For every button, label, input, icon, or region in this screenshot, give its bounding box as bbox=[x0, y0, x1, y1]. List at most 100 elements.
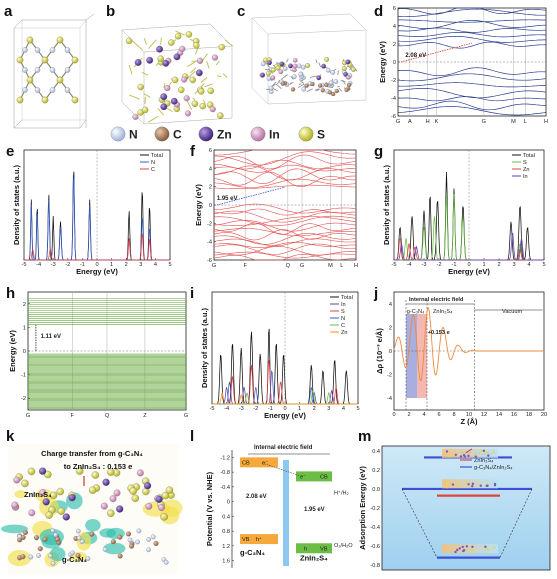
panel-k-charge-transfer: k Charge transfer from g-C₃N₄ to ZnIn₂S₄ … bbox=[0, 428, 183, 574]
atom-in bbox=[109, 495, 117, 503]
atom-s bbox=[191, 100, 199, 108]
znin2s4-layer-label: ZnIn₂S₄ bbox=[24, 490, 52, 499]
o2-level-label: O₂/H₂O bbox=[334, 543, 353, 549]
slab-atom bbox=[492, 451, 496, 454]
bond bbox=[316, 88, 320, 92]
panel-a-structure: a bbox=[4, 3, 95, 129]
bond bbox=[163, 83, 166, 89]
atom-s bbox=[168, 39, 175, 46]
x-tick-label: 2 bbox=[497, 262, 500, 268]
band-line bbox=[397, 106, 547, 116]
atom-in bbox=[183, 95, 190, 102]
k-point-label: G bbox=[482, 119, 486, 125]
atom-s bbox=[49, 491, 58, 500]
atom-c bbox=[310, 81, 315, 87]
right-material-label: ZnIn₂S₄ bbox=[300, 554, 328, 563]
slab-atom bbox=[456, 548, 459, 552]
atom-zn bbox=[146, 56, 154, 64]
znin2s4-crystal-structure bbox=[121, 23, 234, 125]
atom-n bbox=[22, 87, 28, 93]
atom-s bbox=[141, 106, 149, 114]
atom-zn bbox=[38, 467, 47, 475]
charge-depletion-lobe bbox=[49, 547, 66, 562]
atom-s bbox=[45, 511, 53, 519]
band-line bbox=[397, 96, 546, 102]
y-axis-label: Energy (eV) bbox=[8, 330, 17, 372]
x-tick-label: 0 bbox=[467, 262, 470, 268]
x-tick-label: -4 bbox=[224, 406, 229, 412]
charge-annotation: +0.153 e bbox=[428, 330, 450, 336]
panel-label-a: a bbox=[4, 3, 13, 20]
atom-s bbox=[88, 486, 97, 494]
atom-c-site bbox=[41, 96, 49, 104]
atom-s bbox=[218, 43, 225, 51]
atom-s bbox=[161, 491, 170, 500]
x-axis-label: Energy (eV) bbox=[264, 411, 306, 420]
atom-n bbox=[22, 47, 28, 53]
y-tick-label: 2 bbox=[209, 185, 212, 191]
atom-zn bbox=[195, 69, 203, 77]
slab-atom bbox=[484, 545, 487, 548]
legend-label: Total bbox=[523, 153, 535, 159]
atom-c-site bbox=[56, 36, 64, 44]
atom-n bbox=[163, 559, 169, 565]
x-tick-label: 6 bbox=[437, 412, 440, 418]
atom-legend: N C Zn In S bbox=[110, 126, 325, 142]
bond bbox=[190, 67, 197, 74]
y-tick-label: 0.0 bbox=[372, 487, 380, 493]
atom-n bbox=[36, 553, 41, 558]
charge-accumulation-lobe bbox=[14, 490, 27, 499]
y-tick-label: 0 bbox=[393, 60, 396, 66]
bond bbox=[160, 37, 162, 46]
y-tick-label: 6 bbox=[209, 148, 212, 154]
right-gap-label: 1.95 eV bbox=[304, 507, 325, 513]
atom-in bbox=[292, 63, 298, 69]
atom-c bbox=[327, 90, 333, 95]
right-hole: h bbox=[304, 546, 307, 552]
k-point-label: G bbox=[184, 413, 188, 419]
atom-c bbox=[320, 88, 325, 93]
x-tick-label: -1 bbox=[268, 406, 273, 412]
x-tick-label: -3 bbox=[51, 262, 56, 268]
bond bbox=[314, 88, 320, 91]
atom-n bbox=[64, 67, 71, 73]
atom-s bbox=[350, 66, 356, 72]
atom-c-site bbox=[16, 56, 24, 64]
slab-atom bbox=[471, 550, 475, 553]
atom-in bbox=[184, 110, 191, 117]
atom-c bbox=[346, 82, 352, 88]
slab-atom bbox=[474, 455, 477, 458]
bond bbox=[290, 76, 294, 80]
k-point-label: F bbox=[71, 413, 75, 419]
band-line bbox=[398, 19, 547, 23]
slab-atom bbox=[493, 546, 496, 549]
atom-c-site bbox=[41, 56, 49, 64]
bond bbox=[300, 80, 305, 84]
bond bbox=[289, 82, 292, 86]
band-line bbox=[213, 178, 357, 188]
atom-c bbox=[110, 539, 116, 545]
slab-atom bbox=[445, 450, 449, 453]
y-axis-label: Density of states (a.u.) bbox=[12, 164, 21, 245]
panel-c-structure: c bbox=[237, 3, 367, 105]
x-tick-label: 4 bbox=[154, 262, 157, 268]
y-tick-label: 0.8 bbox=[222, 529, 230, 535]
atom-n bbox=[268, 85, 274, 91]
x-tick-label: -2 bbox=[437, 262, 442, 268]
atom-in bbox=[211, 54, 218, 61]
dos-series-total bbox=[24, 171, 170, 261]
atom-n bbox=[34, 67, 41, 73]
left-cb-label: CB bbox=[242, 460, 250, 466]
band-line bbox=[397, 87, 547, 99]
atom-in bbox=[196, 57, 204, 64]
atom-s bbox=[131, 494, 140, 503]
band-line bbox=[213, 184, 357, 189]
atom-n bbox=[298, 71, 304, 77]
y-tick-label: 2 bbox=[389, 325, 392, 331]
atom-n bbox=[22, 67, 28, 73]
x-tick-label: 1 bbox=[110, 262, 113, 268]
atom-zn bbox=[134, 59, 142, 66]
atom-in bbox=[179, 45, 186, 52]
atom-n bbox=[325, 67, 331, 73]
